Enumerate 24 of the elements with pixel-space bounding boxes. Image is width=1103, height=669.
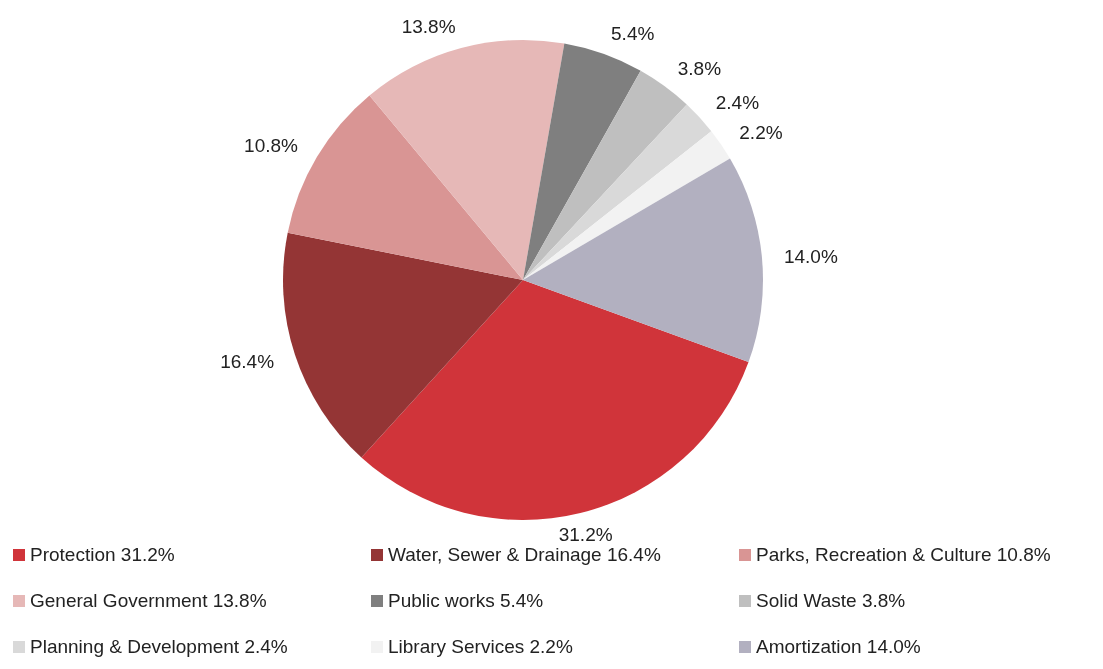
data-label: 10.8% — [244, 135, 299, 157]
pie-slice — [283, 232, 523, 458]
pie-slice — [361, 280, 749, 520]
pie-slice — [369, 40, 565, 280]
data-label: 5.4% — [611, 22, 655, 44]
pie-slice — [523, 158, 763, 363]
legend-label: Library Services 2.2% — [388, 636, 573, 658]
data-label: 16.4% — [220, 351, 275, 373]
pie-slice — [523, 104, 712, 280]
legend-label: Solid Waste 3.8% — [756, 590, 906, 612]
data-label: 3.8% — [677, 58, 722, 80]
legend-label: Protection 31.2% — [30, 544, 175, 566]
data-label: 14.0% — [783, 245, 838, 267]
data-label: 2.2% — [739, 121, 783, 143]
data-label: 2.4% — [715, 92, 760, 114]
data-label: 13.8% — [401, 16, 456, 38]
legend-label: General Government 13.8% — [30, 590, 267, 612]
legend-label: Parks, Recreation & Culture 10.8% — [756, 544, 1051, 566]
legend-label: Water, Sewer & Drainage 16.4% — [388, 544, 661, 566]
legend-label: Public works 5.4% — [388, 590, 544, 612]
data-label: 31.2% — [558, 523, 613, 545]
legend-label: Planning & Development 2.4% — [30, 636, 288, 658]
legend-label: Amortization 14.0% — [756, 636, 921, 658]
pie-slice — [523, 43, 641, 280]
